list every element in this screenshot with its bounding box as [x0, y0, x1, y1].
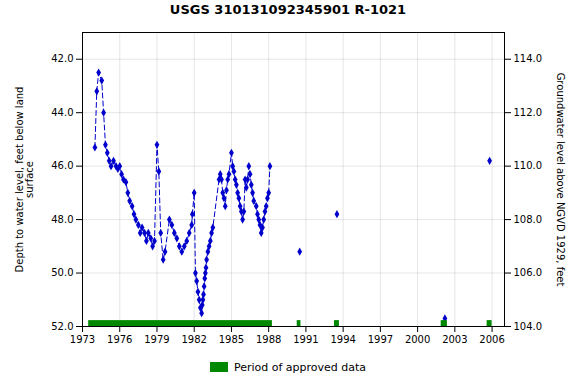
- svg-text:Groundwater level above NGVD 1: Groundwater level above NGVD 1929, feet: [555, 73, 566, 287]
- svg-text:1982: 1982: [181, 334, 206, 345]
- svg-text:1973: 1973: [70, 334, 95, 345]
- html-text:USGS 310131092345901 R-1021: USGS 310131092345901 R-1021: [169, 2, 407, 17]
- svg-text:52.0: 52.0: [51, 321, 73, 332]
- svg-text:44.0: 44.0: [51, 107, 73, 118]
- svg-text:42.0: 42.0: [51, 53, 73, 64]
- svg-text:1988: 1988: [256, 334, 281, 345]
- html-text:Period of approved data: Period of approved data: [233, 360, 367, 374]
- svg-text:Depth to water level, feet bel: Depth to water level, feet below landsur…: [14, 87, 35, 273]
- svg-text:1976: 1976: [107, 334, 132, 345]
- svg-text:2003: 2003: [442, 334, 467, 345]
- svg-text:104.0: 104.0: [514, 321, 543, 332]
- svg-text:48.0: 48.0: [51, 214, 73, 225]
- svg-text:112.0: 112.0: [514, 107, 543, 118]
- svg-text:50.0: 50.0: [51, 267, 73, 278]
- svg-text:1997: 1997: [368, 334, 393, 345]
- svg-text:1985: 1985: [219, 334, 244, 345]
- svg-text:110.0: 110.0: [514, 160, 543, 171]
- svg-text:114.0: 114.0: [514, 53, 543, 64]
- svg-text:108.0: 108.0: [514, 214, 543, 225]
- svg-text:1991: 1991: [293, 334, 318, 345]
- svg-text:2006: 2006: [479, 334, 504, 345]
- svg-text:1979: 1979: [144, 334, 169, 345]
- svg-text:46.0: 46.0: [51, 160, 73, 171]
- svg-text:106.0: 106.0: [514, 267, 543, 278]
- svg-text:1994: 1994: [330, 334, 355, 345]
- svg-text:2000: 2000: [405, 334, 430, 345]
